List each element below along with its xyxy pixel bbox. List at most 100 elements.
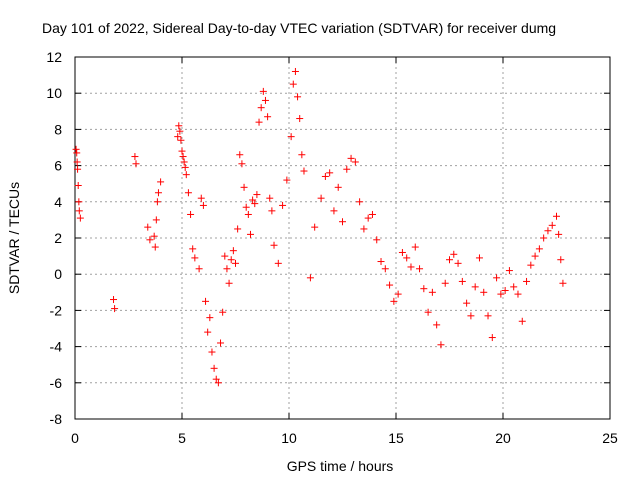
data-point [253, 191, 261, 199]
chart-title: Day 101 of 2022, Sidereal Day-to-day VTE… [42, 20, 556, 36]
y-tick-label: 6 [54, 158, 62, 174]
data-point [463, 299, 471, 307]
data-point [339, 218, 346, 226]
data-point [403, 254, 411, 262]
data-point [210, 364, 218, 372]
data-point [132, 160, 140, 168]
data-point [249, 196, 257, 204]
data-point [475, 254, 483, 262]
data-point [154, 189, 162, 197]
data-point [74, 165, 82, 173]
y-tick-label: -8 [50, 411, 63, 427]
data-point [527, 261, 535, 269]
data-point [197, 194, 205, 202]
data-point [394, 290, 402, 298]
data-point [191, 254, 199, 262]
data-point [381, 265, 389, 273]
data-point [416, 265, 424, 273]
data-point [199, 201, 207, 209]
data-point [184, 189, 192, 197]
data-point [72, 145, 80, 153]
data-point [553, 212, 560, 220]
data-point [471, 283, 479, 291]
data-point [347, 154, 355, 162]
data-point [177, 136, 185, 144]
y-tick-label: -6 [50, 375, 63, 391]
data-point [343, 165, 351, 173]
data-point [246, 230, 254, 238]
data-point [289, 80, 297, 88]
y-tick-label: 2 [54, 230, 62, 246]
data-point [390, 297, 398, 305]
data-point [330, 207, 338, 215]
data-point [467, 312, 475, 320]
data-point [255, 118, 263, 126]
y-tick-label: 12 [46, 49, 62, 65]
data-point [259, 87, 267, 95]
data-point [264, 113, 272, 121]
data-point [74, 182, 82, 190]
data-point [238, 160, 246, 168]
data-point [179, 153, 187, 161]
data-point [176, 127, 184, 135]
data-point [296, 115, 304, 123]
data-point [531, 252, 539, 260]
data-point [279, 201, 287, 209]
data-point [76, 214, 84, 222]
data-point [283, 176, 291, 184]
data-point [227, 256, 235, 264]
y-tick-label: 0 [54, 266, 62, 282]
data-point [334, 183, 342, 191]
data-point [152, 216, 160, 224]
data-point [298, 151, 306, 159]
y-tick-label: 8 [54, 121, 62, 137]
data-point [311, 223, 319, 231]
data-point [424, 308, 432, 316]
data-point [360, 225, 368, 233]
data-point [484, 312, 492, 320]
data-point [75, 198, 83, 206]
data-point [214, 379, 222, 387]
data-point [234, 225, 242, 233]
data-point [441, 279, 449, 287]
data-point [153, 198, 161, 206]
data-point [204, 328, 212, 336]
x-tick-label: 5 [178, 430, 186, 446]
data-point [523, 277, 531, 285]
data-point [174, 133, 182, 141]
data-point [270, 241, 278, 249]
data-point [373, 236, 381, 244]
data-point [557, 256, 565, 264]
data-point [268, 207, 276, 215]
x-tick-label: 10 [281, 430, 297, 446]
data-point [274, 259, 282, 267]
data-point [232, 259, 239, 267]
data-point [75, 207, 83, 215]
data-point [364, 214, 372, 222]
data-point [146, 236, 154, 244]
data-point [454, 259, 462, 267]
data-point [321, 172, 329, 180]
data-point [261, 96, 269, 104]
data-point [217, 339, 225, 347]
y-tick-label: -2 [50, 302, 63, 318]
data-point [291, 67, 299, 75]
data-point [510, 283, 518, 291]
data-point [73, 149, 81, 157]
data-point [411, 243, 419, 251]
data-point [151, 243, 159, 251]
data-point [144, 223, 152, 231]
data-point [182, 171, 190, 179]
data-point [73, 158, 81, 166]
data-point [351, 158, 359, 166]
data-point [544, 227, 552, 235]
data-point [433, 321, 441, 329]
data-point [229, 247, 237, 255]
data-point [377, 258, 385, 266]
data-point [398, 248, 406, 256]
data-point [180, 158, 188, 166]
data-point [187, 210, 195, 218]
data-point [257, 104, 265, 112]
data-point [219, 308, 227, 316]
data-point [202, 297, 210, 305]
